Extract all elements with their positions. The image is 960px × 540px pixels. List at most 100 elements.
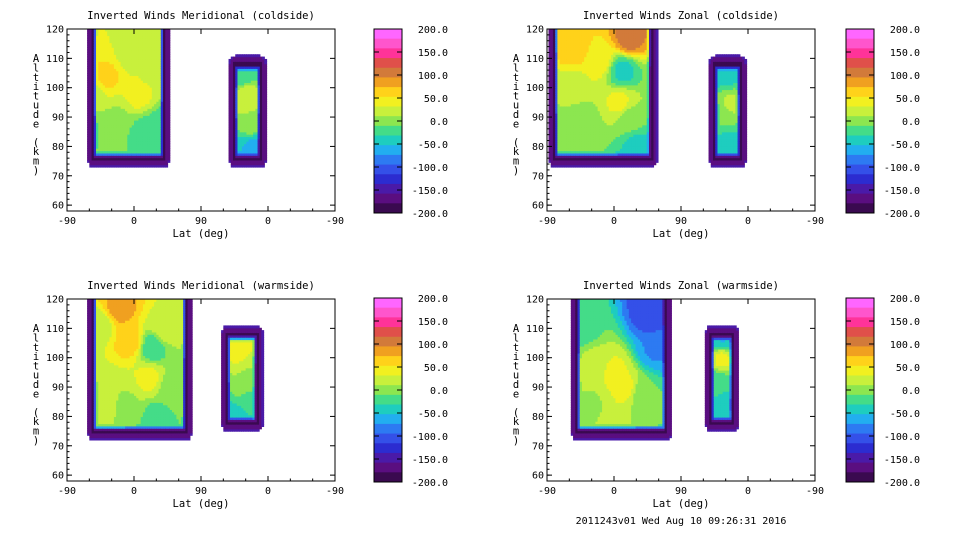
- field-cell: [138, 103, 142, 107]
- field-cell: [235, 138, 239, 142]
- field-cell: [134, 101, 137, 105]
- field-cell: [239, 120, 243, 123]
- field-cell: [167, 112, 171, 116]
- field-cell: [151, 138, 155, 142]
- field-cell: [140, 127, 144, 130]
- field-cell: [118, 70, 122, 74]
- field-cell: [125, 131, 128, 135]
- field-cell: [91, 51, 95, 55]
- field-cell: [244, 127, 248, 130]
- field-cell: [109, 54, 113, 58]
- field-cell: [151, 51, 155, 55]
- field-cell: [233, 162, 236, 166]
- field-cell: [136, 164, 140, 168]
- field-cell: [156, 101, 160, 105]
- field-cell: [87, 47, 90, 51]
- field-cell: [98, 127, 102, 130]
- field-cell: [104, 91, 108, 95]
- field-cell: [109, 29, 113, 32]
- field-cell: [149, 94, 153, 98]
- field-cell: [151, 29, 155, 32]
- field-cell: [154, 120, 157, 123]
- field-cell: [138, 58, 142, 62]
- field-cell: [255, 136, 259, 140]
- field-cell: [230, 63, 234, 67]
- field-cell: [253, 155, 256, 159]
- field-cell: [140, 77, 144, 81]
- field-cell: [100, 143, 104, 147]
- field-cell: [129, 49, 133, 53]
- field-cell: [241, 58, 245, 62]
- field-cell: [239, 63, 243, 67]
- field-cell: [96, 112, 99, 116]
- field-cell: [89, 35, 93, 39]
- field-cell: [109, 56, 113, 60]
- field-cell: [127, 138, 131, 142]
- field-cell: [156, 65, 160, 69]
- field-cell: [131, 112, 135, 116]
- field-cell: [230, 148, 234, 152]
- field-cell: [134, 47, 137, 51]
- field-cell: [140, 65, 144, 69]
- field-cell: [165, 29, 169, 32]
- field-cell: [91, 110, 95, 114]
- field-cell: [246, 63, 250, 67]
- field-cell: [165, 68, 169, 72]
- field-cell: [111, 127, 115, 130]
- field-cell: [165, 80, 169, 84]
- field-cell: [102, 134, 106, 138]
- field-cell: [122, 40, 126, 44]
- field-cell: [100, 136, 104, 140]
- field-cell: [140, 96, 144, 100]
- field-cell: [145, 73, 148, 76]
- field-cell: [167, 84, 171, 88]
- field-cell: [147, 91, 151, 95]
- field-cell: [111, 117, 115, 121]
- field-cell: [167, 29, 171, 32]
- field-cell: [167, 80, 171, 84]
- field-cell: [244, 56, 248, 60]
- field-cell: [118, 105, 122, 109]
- field-cell: [138, 96, 142, 100]
- field-cell: [134, 51, 137, 55]
- field-cell: [253, 87, 256, 91]
- field-cell: [136, 131, 140, 135]
- field-cell: [149, 84, 153, 88]
- field-cell: [109, 70, 113, 74]
- field-cell: [96, 110, 99, 114]
- field-cell: [111, 98, 115, 102]
- field-cell: [167, 152, 171, 156]
- field-cell: [140, 30, 144, 34]
- field-cell: [113, 141, 117, 145]
- field-cell: [93, 58, 97, 62]
- field-cell: [241, 89, 245, 93]
- field-cell: [156, 70, 160, 74]
- field-cell: [107, 124, 111, 128]
- field-cell: [228, 65, 232, 69]
- field-cell: [102, 30, 106, 34]
- field-cell: [160, 134, 164, 138]
- field-cell: [118, 117, 122, 121]
- field-cell: [129, 40, 133, 44]
- field-cell: [253, 61, 256, 65]
- field-cell: [156, 35, 160, 39]
- field-cell: [165, 58, 169, 62]
- field-cell: [163, 159, 166, 163]
- field-cell: [93, 75, 97, 79]
- field-cell: [104, 80, 108, 84]
- field-cell: [158, 49, 162, 53]
- field-cell: [113, 82, 117, 86]
- field-cell: [154, 150, 157, 154]
- field-cell: [120, 70, 124, 74]
- field-cell: [111, 56, 115, 60]
- field-cell: [91, 103, 95, 107]
- field-cell: [98, 108, 102, 112]
- field-cell: [100, 134, 104, 138]
- field-cell: [136, 33, 140, 37]
- field-cell: [87, 136, 90, 140]
- field-cell: [147, 152, 151, 156]
- field-cell: [163, 155, 166, 159]
- field-cell: [134, 110, 137, 114]
- field-cell: [107, 73, 111, 76]
- field-cell: [122, 63, 126, 67]
